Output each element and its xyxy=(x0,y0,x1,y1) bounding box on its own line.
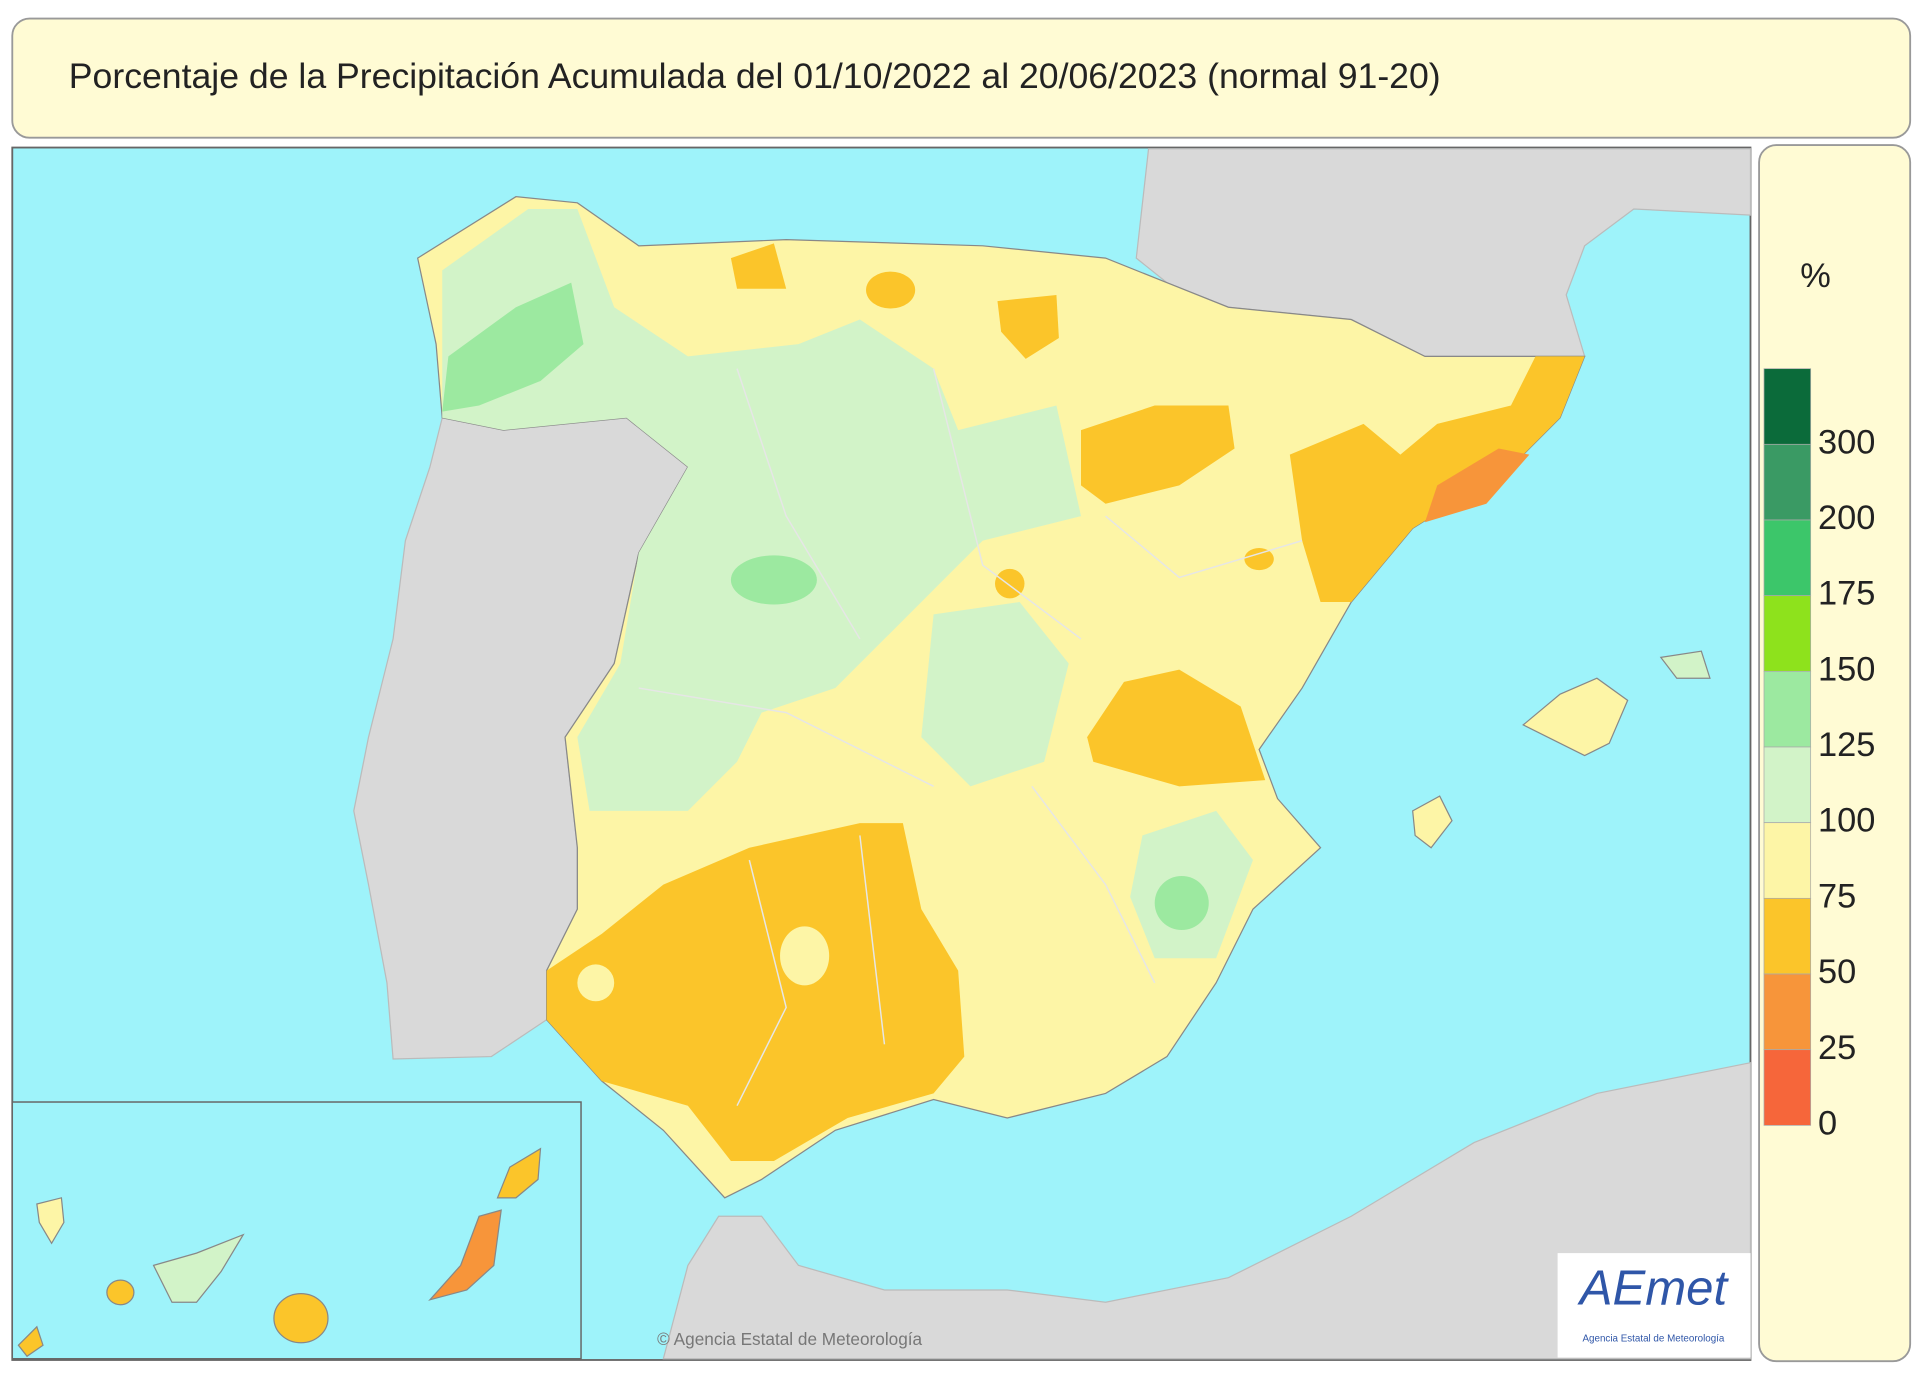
menorca xyxy=(1659,650,1711,679)
legend-swatch xyxy=(1763,746,1812,824)
mallorca xyxy=(1522,677,1629,757)
zone-100-125 xyxy=(442,208,1081,811)
island xyxy=(106,1279,135,1306)
zone-75-100 xyxy=(577,964,615,1002)
legend-swatch xyxy=(1763,670,1812,748)
legend-swatch xyxy=(1763,368,1812,445)
legend-label: 200 xyxy=(1818,499,1875,537)
legend-swatch xyxy=(1763,595,1812,672)
legend-label: 75 xyxy=(1818,877,1856,915)
legend-label: 175 xyxy=(1818,575,1875,613)
legend-label: 300 xyxy=(1818,423,1875,461)
legend-label: 0 xyxy=(1818,1104,1837,1142)
legend: 300 200 175 150 125 100 75 50 25 0 xyxy=(1763,368,1875,1142)
zone-50-75 xyxy=(730,243,787,289)
island xyxy=(496,1147,542,1199)
island xyxy=(152,1233,245,1303)
zone-50-75 xyxy=(1087,669,1266,787)
legend-swatch xyxy=(1763,519,1812,597)
zone-75-100 xyxy=(780,926,830,986)
zone-125-150 xyxy=(442,282,584,412)
zone-50-75 xyxy=(1289,356,1585,603)
map-title: Porcentaje de la Precipitación Acumulada… xyxy=(69,56,1441,96)
logo-subtitle: Agencia Estatal de Meteorología xyxy=(1583,1334,1725,1345)
legend-unit: % xyxy=(1800,257,1831,295)
africa xyxy=(662,1061,1752,1360)
map: © Agencia Estatal de Meteorología AEmet … xyxy=(11,146,1752,1361)
island xyxy=(36,1197,65,1245)
zone-50-75 xyxy=(1244,548,1274,571)
legend-swatch xyxy=(1763,443,1812,521)
ibiza xyxy=(1412,795,1453,849)
legend-swatch xyxy=(1763,897,1812,975)
zone-100-125 xyxy=(921,602,1069,787)
zone-50-75 xyxy=(866,271,916,309)
legend-label: 150 xyxy=(1818,650,1875,688)
zone-25-50 xyxy=(1424,448,1530,523)
legend-swatch xyxy=(1763,973,1812,1051)
logo-box xyxy=(1557,1253,1751,1358)
legend-swatch xyxy=(1763,1049,1812,1126)
legend-label: 125 xyxy=(1818,726,1875,764)
legend-label: 100 xyxy=(1818,802,1875,840)
legend-swatch xyxy=(1763,822,1812,899)
logo: AEmet xyxy=(1577,1262,1730,1316)
island xyxy=(273,1293,329,1344)
zone-125-150 xyxy=(730,555,817,605)
zone-50-75 xyxy=(1080,405,1235,504)
zone-50-75 xyxy=(997,294,1059,359)
legend-label: 25 xyxy=(1818,1029,1856,1067)
island xyxy=(428,1209,502,1301)
zone-125-150 xyxy=(1154,875,1209,931)
title-box xyxy=(11,17,1912,139)
province-lines xyxy=(638,368,1303,1107)
island xyxy=(17,1325,44,1358)
zone-50-75 xyxy=(546,823,965,1161)
legend-label: 50 xyxy=(1818,953,1856,991)
footer-credit: © Agencia Estatal de Meteorología xyxy=(657,1329,922,1349)
